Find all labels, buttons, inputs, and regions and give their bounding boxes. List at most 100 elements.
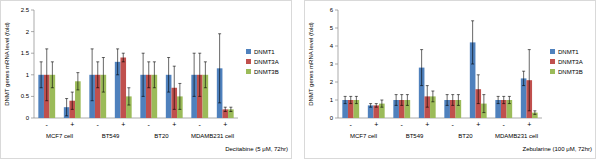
error-cap [431,91,434,92]
error-bar [349,96,352,103]
y-axis-label: DNMT genes mRNA level (fold) [308,22,314,106]
error-line [458,95,459,106]
error-bar [76,73,79,90]
error-bar [229,107,232,111]
error-cap [380,107,383,108]
error-bar [522,71,525,85]
y-axis [338,10,339,118]
error-cap [229,107,232,108]
y-tick-label: 0.5 [21,93,30,99]
legend-label: DNMT3A [254,59,279,65]
error-cap [426,85,429,86]
x-tick-label: + [476,121,480,128]
error-bar [45,49,48,101]
error-bar [127,88,130,105]
error-cap [400,94,403,95]
error-bar [218,34,221,103]
error-cap [431,101,434,102]
error-cap [224,111,227,112]
error-bar [426,86,429,108]
error-line [199,53,200,96]
error-bar [65,99,68,116]
error-cap [45,100,48,101]
error-cap [40,61,43,62]
error-cap [482,94,485,95]
plot-area [342,21,537,118]
error-cap [153,61,156,62]
error-cap [91,48,94,49]
error-line [168,58,169,93]
error-cap [91,100,94,101]
error-cap [198,96,201,97]
error-cap [127,87,130,88]
x-axis-label: Zebularine (100 μM, 72hr) [523,146,593,152]
y-axis-label: DNMT genes mRNA level (fold) [4,22,10,106]
x-tick-label: + [70,121,74,128]
error-bar [173,66,176,109]
bar [120,58,126,118]
error-line [72,92,73,109]
y-tick [31,31,34,32]
x-tick-label: + [121,121,125,128]
error-cap [477,74,480,75]
error-bar [528,50,531,111]
error-cap [147,61,150,62]
error-cap [45,48,48,49]
error-bar [71,92,74,109]
error-line [194,53,195,96]
error-cap [451,94,454,95]
error-bar [457,95,460,106]
error-cap [482,112,485,113]
y-tick [335,64,338,65]
error-bar [224,107,227,111]
y-tick [335,46,338,47]
error-bar [497,96,500,103]
error-bar [508,96,511,103]
error-line [523,71,524,85]
error-line [478,75,479,104]
y-tick [31,118,34,119]
error-bar [167,58,170,93]
error-cap [198,53,201,54]
error-bar [420,50,423,86]
error-cap [116,74,119,75]
error-cap [51,61,54,62]
error-line [148,62,149,88]
error-cap [71,92,74,93]
error-line [225,107,226,111]
error-cap [96,87,99,88]
y-tick [335,100,338,101]
error-bar [533,111,536,115]
error-line [41,62,42,88]
y-tick [335,118,338,119]
error-bar [122,53,125,62]
x-tick-label: - [199,121,202,128]
error-cap [153,87,156,88]
bar [368,105,374,118]
error-cap [76,72,79,73]
error-line [381,100,382,107]
x-tick-label: - [503,121,506,128]
error-bar [395,95,398,106]
legend-swatch [550,69,555,74]
error-line [66,99,67,116]
group-label: MDAMB231 cell [495,133,538,139]
error-cap [369,103,372,104]
chart-frame [1,1,292,159]
error-line [447,95,448,106]
error-line [529,50,530,111]
x-axis-label: Decitabine (5 μM, 72hr) [225,146,288,152]
chart: DNMT genes mRNA level (fold)00.511.522.5… [1,1,292,159]
error-bar [178,83,181,109]
y-tick-label: 1 [330,97,334,103]
error-line [534,111,535,115]
error-bar [471,21,474,64]
error-bar [142,53,145,96]
error-cap [522,85,525,86]
error-cap [349,103,352,104]
error-line [345,96,346,103]
y-tick-label: 4 [330,43,334,49]
error-cap [229,111,232,112]
legend-label: DNMT3B [254,69,279,75]
error-cap [508,103,511,104]
